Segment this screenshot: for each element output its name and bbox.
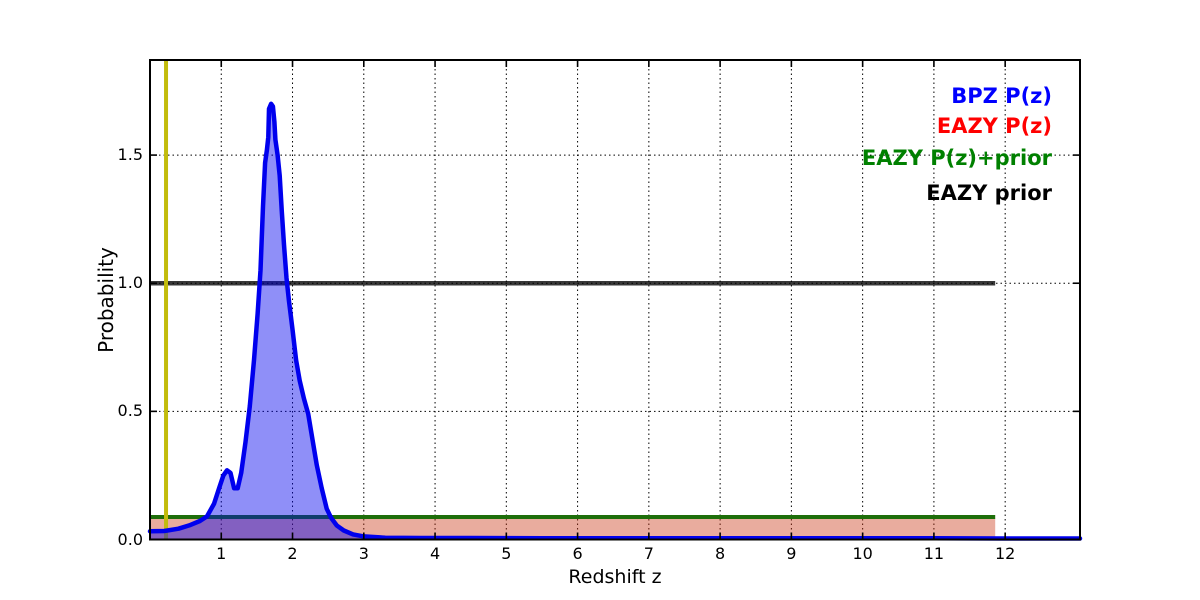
legend-entry: EAZY P(z) <box>936 114 1052 138</box>
x-tick-label: 3 <box>358 544 369 563</box>
x-tick-label: 9 <box>786 544 797 563</box>
y-tick-label: 0.5 <box>117 401 143 421</box>
x-tick-label: 8 <box>715 544 726 563</box>
y-tick-label: 0.0 <box>117 529 143 549</box>
y-axis-label: Probability <box>94 247 118 353</box>
x-tick-label: 7 <box>643 544 654 563</box>
x-axis-label: Redshift z <box>568 566 662 588</box>
legend-entry: EAZY P(z)+prior <box>861 146 1052 170</box>
y-tick-label: 1.5 <box>117 145 143 165</box>
legend-entry: BPZ P(z) <box>951 84 1052 108</box>
legend-entry: EAZY prior <box>926 181 1052 205</box>
x-tick-label: 10 <box>852 544 873 563</box>
x-tick-label: 4 <box>429 544 441 563</box>
bpz-curve-fill <box>150 103 1080 540</box>
plot-frame <box>149 59 1081 541</box>
x-tick-label: 2 <box>287 544 298 563</box>
y-tick-label: 1.0 <box>117 273 143 293</box>
x-tick-label: 12 <box>994 544 1016 563</box>
x-tick-label: 5 <box>501 544 512 563</box>
x-tick-label: 1 <box>216 544 227 563</box>
x-tick-label: 6 <box>572 544 583 563</box>
x-tick-label: 11 <box>923 544 945 563</box>
bpz-curve-line <box>147 101 1083 541</box>
